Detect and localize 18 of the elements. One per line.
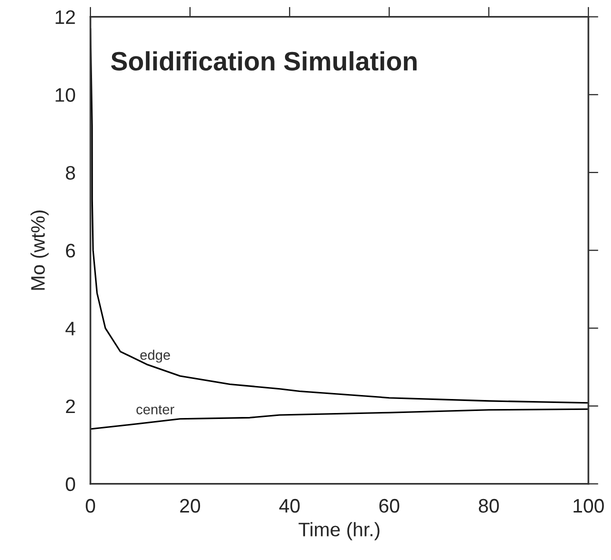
x-tick-label: 60 xyxy=(379,498,400,513)
x-axis-title: Time (hr.) xyxy=(298,522,380,540)
x-tick-label: 0 xyxy=(86,498,96,513)
y-tick-label: 8 xyxy=(66,166,75,180)
y-axis-title: Mo (wt%) xyxy=(30,210,49,290)
x-tick-label: 100 xyxy=(574,498,604,513)
y-tick-label: 4 xyxy=(65,322,76,336)
series-label: center xyxy=(136,405,174,414)
x-tick-label: 40 xyxy=(279,498,300,513)
text: Solidification Simulation xyxy=(111,51,417,71)
y-tick-label: 6 xyxy=(66,244,75,258)
y-tick-label: 12 xyxy=(56,10,75,24)
series-label: edge xyxy=(140,350,170,363)
x-tick-label: 80 xyxy=(478,498,499,513)
y-tick-label: 10 xyxy=(56,88,76,102)
y-tick-label: 2 xyxy=(66,399,75,414)
x-tick-label: 20 xyxy=(180,498,200,513)
y-tick-label: 0 xyxy=(66,477,76,492)
